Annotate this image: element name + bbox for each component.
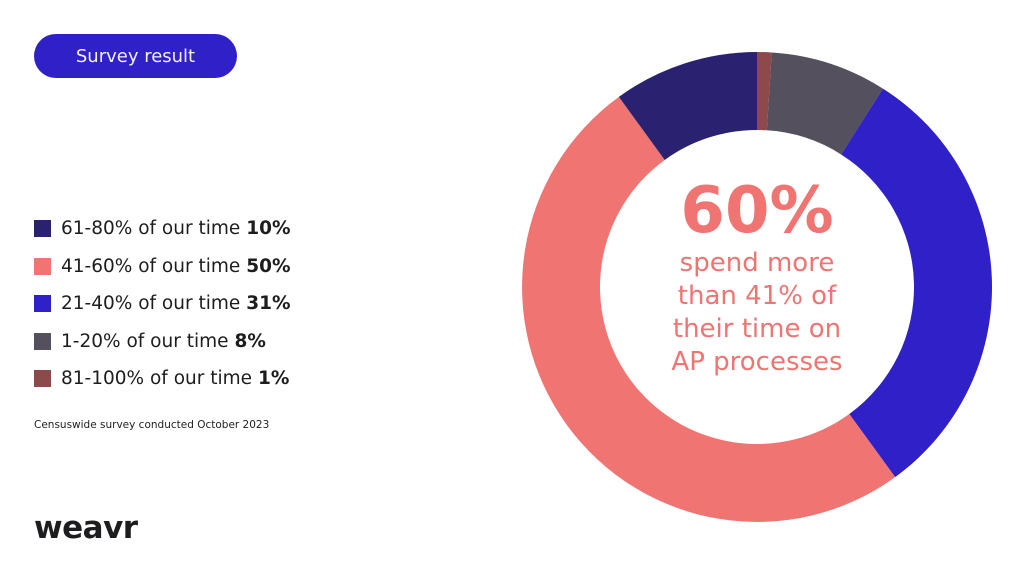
legend-label: 81-100% of our time xyxy=(61,368,253,390)
chart-legend: 61-80% of our time 10% 41-60% of our time… xyxy=(34,210,291,398)
source-note: Censuswide survey conducted October 2023 xyxy=(34,419,270,431)
legend-swatch xyxy=(34,220,51,238)
donut-slice xyxy=(757,52,772,131)
legend-swatch xyxy=(34,257,51,275)
legend-value: 8% xyxy=(234,330,266,352)
legend-item: 41-60% of our time 50% xyxy=(34,248,291,286)
center-caption: spend more than 41% of their time on AP … xyxy=(671,248,843,377)
legend-value: 1% xyxy=(258,368,290,390)
legend-label: 41-60% of our time xyxy=(61,255,241,277)
donut-center-text: 60% spend more than 41% of their time on… xyxy=(600,175,914,379)
legend-swatch xyxy=(34,370,51,388)
donut-slice xyxy=(841,88,992,478)
legend-item: 1-20% of our time 8% xyxy=(34,323,291,361)
legend-item: 81-100% of our time 1% xyxy=(34,360,291,398)
donut-slice xyxy=(618,52,757,160)
legend-label: 61-80% of our time xyxy=(61,218,241,240)
survey-result-badge: Survey result xyxy=(34,34,237,78)
center-value: 60% xyxy=(680,174,834,248)
donut-slice xyxy=(522,96,896,522)
legend-value: 31% xyxy=(246,293,291,315)
legend-label: 21-40% of our time xyxy=(61,293,241,315)
legend-value: 10% xyxy=(246,218,291,240)
weavr-logo: weavr xyxy=(34,510,138,546)
legend-swatch xyxy=(34,332,51,350)
legend-label: 1-20% of our time xyxy=(61,330,229,352)
legend-swatch xyxy=(34,295,51,313)
legend-value: 50% xyxy=(246,255,291,277)
legend-item: 21-40% of our time 31% xyxy=(34,285,291,323)
legend-item: 61-80% of our time 10% xyxy=(34,210,291,248)
donut-slice xyxy=(766,52,883,155)
